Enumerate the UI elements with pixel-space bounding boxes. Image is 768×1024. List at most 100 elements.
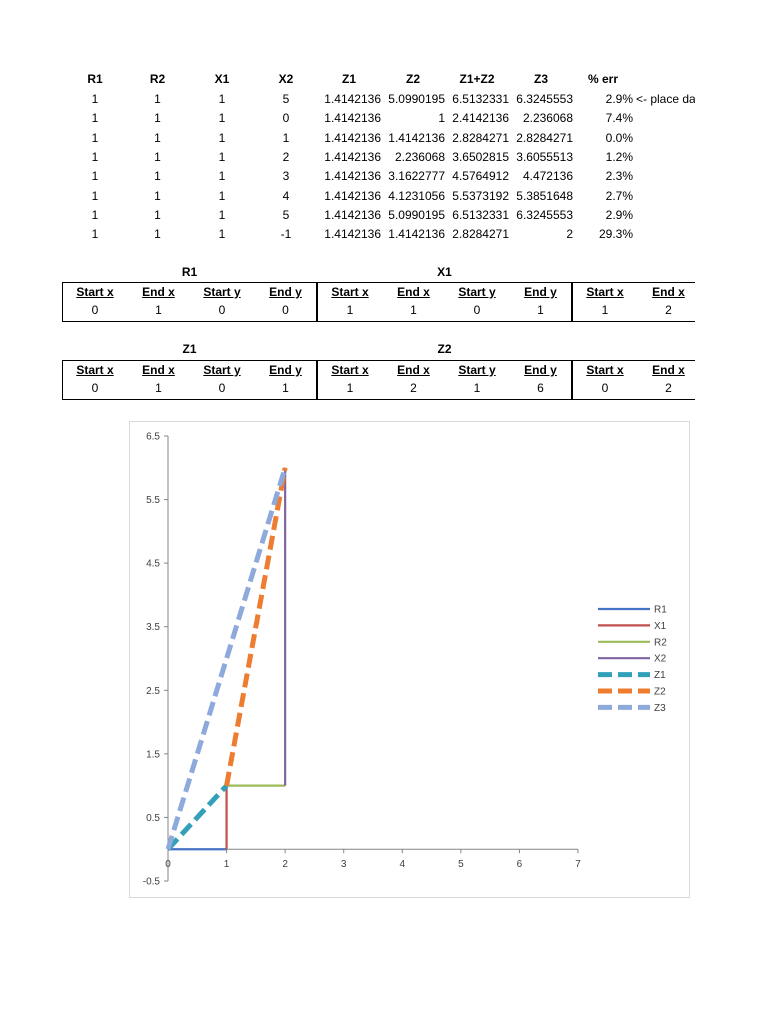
column-header: Z1+Z2 xyxy=(459,72,495,86)
column-header: R2 xyxy=(149,72,166,86)
table-cell: 1 xyxy=(218,92,226,106)
legend-label: R1 xyxy=(654,605,667,616)
table-cell: 2.8284271 xyxy=(452,130,509,145)
x-tick-label: 4 xyxy=(400,859,406,870)
table-cell: 1 xyxy=(154,111,161,126)
coordinate-value: 6 xyxy=(537,381,544,395)
table-cell: 2.9% xyxy=(605,207,633,222)
x-tick-label: 7 xyxy=(575,859,581,870)
group-title: R1 xyxy=(181,265,198,279)
coordinate-header: End y xyxy=(269,285,302,299)
series-line-z2 xyxy=(224,467,288,787)
coordinate-header: Start x xyxy=(331,363,369,377)
table-cell: 7.4% xyxy=(605,111,633,126)
table-cell: 2.9% xyxy=(605,92,633,106)
table-cell: 1 xyxy=(91,207,99,222)
table-cell: 1 xyxy=(154,207,161,222)
table-cell: 5 xyxy=(282,207,290,222)
group-title: R xyxy=(682,265,695,279)
table-cell: 1 xyxy=(154,169,161,184)
legend-label: Z1 xyxy=(654,670,666,681)
table-cell: 2.3% xyxy=(605,169,633,184)
table-cell: 5 xyxy=(282,92,290,106)
legend-label: R2 xyxy=(654,637,667,648)
table-cell: 1.4142136 xyxy=(324,92,381,106)
coordinate-value: 2 xyxy=(410,381,417,395)
table-cell: 5.0990195 xyxy=(388,92,445,106)
table-cell: 1.4142136 xyxy=(324,169,381,184)
table-cell: 6.5132331 xyxy=(452,207,509,222)
x-tick-label: 1 xyxy=(224,859,230,870)
chart-plot: 6.5 5.5 4.5 3.5 2.5 1.5 0.5 -0.5 0 1 2 3 4 5 6 7 R1 X1 R2 X… xyxy=(143,432,667,888)
group-title: Z2 xyxy=(437,342,452,356)
coordinate-group-box xyxy=(572,360,695,400)
coordinate-header: End x xyxy=(397,285,430,299)
table-cell: 1 xyxy=(218,227,226,242)
coordinate-value: 2 xyxy=(665,381,672,395)
table-cell: -1 xyxy=(280,227,292,242)
coordinate-value: 1 xyxy=(282,381,289,395)
coordinate-header: Start x xyxy=(586,285,624,299)
table-cell: 1.4142136 xyxy=(324,130,381,145)
x-tick-label: 5 xyxy=(458,859,464,870)
coordinate-value: 1 xyxy=(346,303,354,317)
table-cell: 1 xyxy=(91,149,99,164)
table-cell: 5.5373192 xyxy=(452,188,509,203)
x-tick-label: 6 xyxy=(517,859,523,870)
table-cell: 6.5132331 xyxy=(452,92,509,106)
spreadsheet-area: R1 R2 X1 X2 Z1 Z2 Z1+Z2 Z3% err 1 1 1 5 1.4142136 5.0… xyxy=(0,0,695,420)
y-tick-label: 0.5 xyxy=(146,813,160,824)
column-header: X2 xyxy=(278,72,294,86)
table-cell: 0.0% xyxy=(605,130,633,145)
coordinate-value: 2 xyxy=(665,303,672,317)
table-cell: 1 xyxy=(218,169,226,184)
table-cell: 1 xyxy=(91,111,99,126)
table-cell: 1 xyxy=(218,149,226,164)
coordinate-group-box xyxy=(317,282,572,322)
coordinate-header: End y xyxy=(524,363,557,377)
legend-label: Z3 xyxy=(654,703,666,714)
table-cell: 1 xyxy=(218,207,226,222)
table-cell: 1 xyxy=(282,130,290,145)
coordinate-value: 1 xyxy=(410,303,417,317)
coordinate-header: Start y xyxy=(203,285,241,299)
coordinate-group-box xyxy=(62,282,317,322)
table-cell: 1.2% xyxy=(605,149,633,164)
chart[interactable]: 6.5 5.5 4.5 3.5 2.5 1.5 0.5 -0.5 0 1 2 3 4 5 6 7 R1 X1 R2 X… xyxy=(129,421,690,898)
coordinate-header: Start x xyxy=(76,285,114,299)
group-title: Z xyxy=(682,342,695,356)
y-tick-label: 3.5 xyxy=(146,622,160,633)
coordinate-value: 0 xyxy=(91,303,99,317)
table-cell: 2.8284271 xyxy=(452,227,509,242)
coordinate-group-box xyxy=(572,282,695,322)
table-cell: 2 xyxy=(566,227,573,242)
coordinate-header: Start y xyxy=(458,363,496,377)
column-header: X1 xyxy=(214,72,230,86)
table-cell: 1 xyxy=(218,130,226,145)
coordinate-header: Start y xyxy=(458,285,496,299)
table-cell: 2.8284271 xyxy=(516,130,573,145)
series-line-z1 xyxy=(166,783,229,851)
table-cell: 0 xyxy=(282,111,290,126)
coordinate-value: 1 xyxy=(155,381,162,395)
coordinate-value: 1 xyxy=(473,381,481,395)
coordinate-header: End y xyxy=(524,285,557,299)
table-cell: 1.4142136 xyxy=(388,227,445,242)
table-cell: 29.3% xyxy=(598,227,633,242)
table-cell: 1 xyxy=(154,188,161,203)
x-tick-label: 0 xyxy=(165,859,171,870)
table-cell: 1.4142136 xyxy=(324,207,381,222)
table-cell: 4.5764912 xyxy=(452,169,509,184)
y-tick-label: 2.5 xyxy=(146,686,160,697)
coordinate-value: 1 xyxy=(537,303,544,317)
y-tick-label: 5.5 xyxy=(146,495,160,506)
coordinate-value: 0 xyxy=(218,303,226,317)
coordinate-value: 1 xyxy=(346,381,354,395)
coordinate-header: End y xyxy=(269,363,302,377)
series-line-z3 xyxy=(165,467,288,850)
x-tick-label: 2 xyxy=(282,859,288,870)
table-cell: 2 xyxy=(282,149,290,164)
table-cell: 6.3245553 xyxy=(516,92,573,106)
table-cell: 1 xyxy=(91,92,99,106)
coordinate-header: End x xyxy=(142,285,175,299)
